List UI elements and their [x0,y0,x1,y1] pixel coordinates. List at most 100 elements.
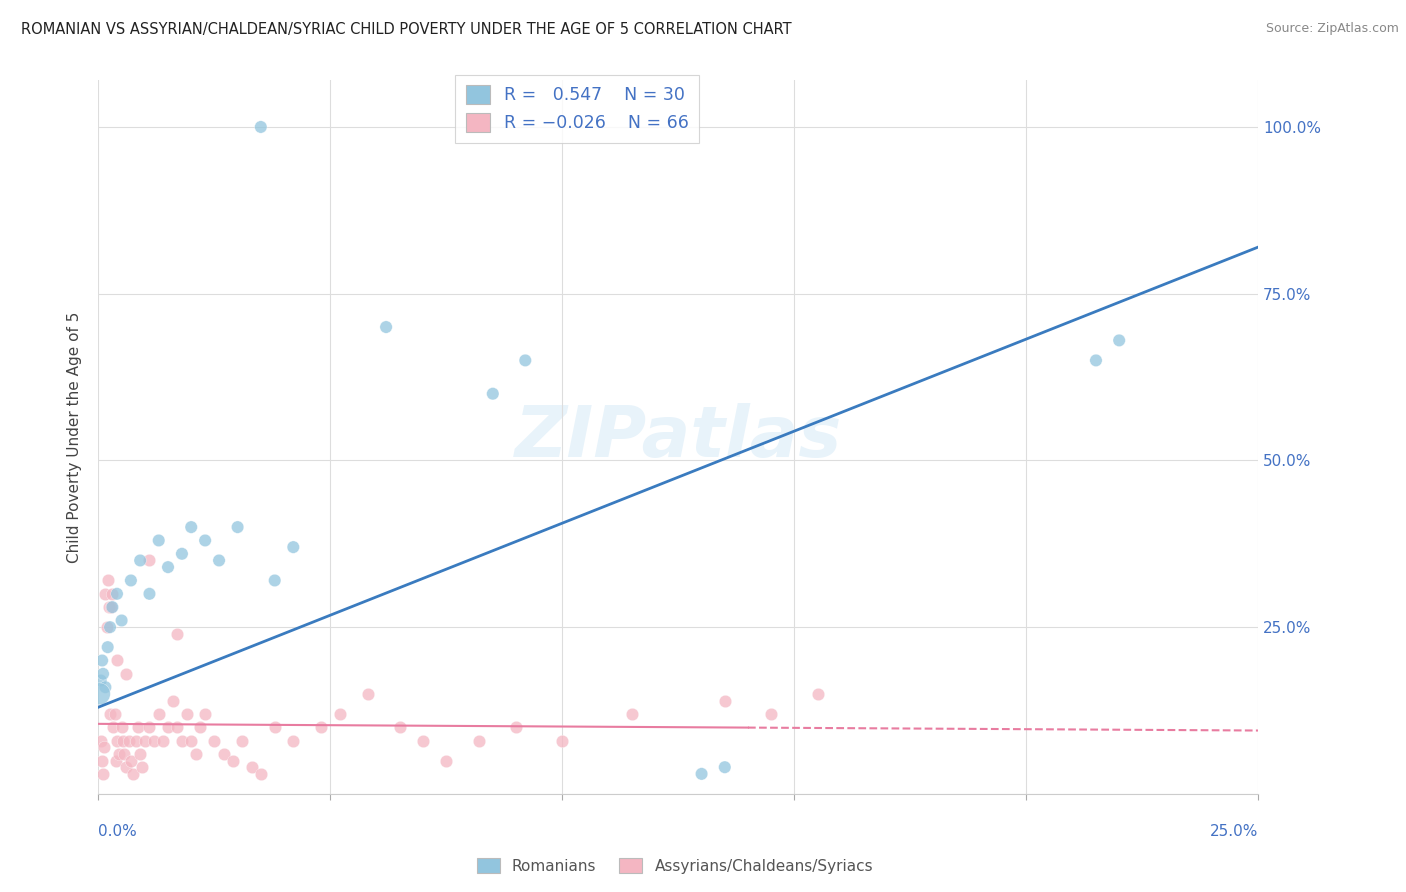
Point [505,720,527,734]
Point [714,760,737,774]
Point [98,706,121,721]
Point [356,687,378,701]
Text: ROMANIAN VS ASSYRIAN/CHALDEAN/SYRIAC CHILD POVERTY UNDER THE AGE OF 5 CORRELATIO: ROMANIAN VS ASSYRIAN/CHALDEAN/SYRIAC CHI… [21,22,792,37]
Point [90,673,112,688]
Point [131,760,153,774]
Point [129,553,152,567]
Point [103,720,125,734]
Point [180,520,202,534]
Point [162,693,184,707]
Point [1108,334,1130,348]
Point [117,733,139,747]
Point [91,754,114,768]
Point [124,733,146,747]
Point [105,754,128,768]
Point [283,733,305,747]
Point [101,600,124,615]
Text: 0.0%: 0.0% [98,824,138,839]
Point [122,767,145,781]
Point [115,666,138,681]
Point [807,687,830,701]
Point [105,587,128,601]
Point [91,767,114,781]
Point [180,733,202,747]
Point [309,720,332,734]
Y-axis label: Child Poverty Under the Age of 5: Child Poverty Under the Age of 5 [67,311,83,563]
Point [143,733,166,747]
Legend: R =   0.547    N = 30, R = −0.026    N = 66: R = 0.547 N = 30, R = −0.026 N = 66 [456,75,699,143]
Point [481,386,505,401]
Point [148,533,170,548]
Point [204,733,226,747]
Point [111,733,134,747]
Point [105,653,128,667]
Point [250,767,273,781]
Point [166,627,188,641]
Text: ZIPatlas: ZIPatlas [515,402,842,472]
Point [263,574,285,588]
Point [94,680,117,694]
Point [240,760,263,774]
Point [91,653,114,667]
Point [170,733,193,747]
Point [127,720,149,734]
Point [105,733,128,747]
Point [89,687,111,701]
Point [98,620,121,634]
Point [120,574,142,588]
Point [115,760,138,774]
Point [93,740,115,755]
Point [551,733,574,747]
Point [94,587,117,601]
Point [129,747,152,761]
Point [283,540,305,554]
Point [157,720,180,734]
Point [212,747,235,761]
Point [176,706,198,721]
Legend: Romanians, Assyrians/Chaldeans/Syriacs: Romanians, Assyrians/Chaldeans/Syriacs [471,852,879,880]
Point [194,533,217,548]
Point [515,353,537,368]
Point [120,754,142,768]
Point [208,553,231,567]
Point [222,754,245,768]
Point [231,733,253,747]
Point [157,560,180,574]
Point [184,747,207,761]
Point [190,720,212,734]
Point [468,733,491,747]
Point [621,706,644,721]
Point [263,720,285,734]
Point [226,520,249,534]
Point [97,640,120,655]
Point [91,666,114,681]
Point [90,733,112,747]
Text: 25.0%: 25.0% [1211,824,1258,839]
Point [761,706,783,721]
Point [148,706,170,721]
Point [134,733,156,747]
Point [690,767,713,781]
Point [97,574,120,588]
Point [714,693,737,707]
Point [111,614,132,628]
Point [112,747,135,761]
Point [1085,353,1108,368]
Point [388,720,412,734]
Point [104,706,127,721]
Point [250,120,273,134]
Point [96,620,118,634]
Point [101,587,124,601]
Point [436,754,458,768]
Point [108,747,131,761]
Text: Source: ZipAtlas.com: Source: ZipAtlas.com [1265,22,1399,36]
Point [166,720,188,734]
Point [97,600,120,615]
Point [152,733,174,747]
Point [194,706,217,721]
Point [138,553,160,567]
Point [111,720,132,734]
Point [100,600,122,615]
Point [329,706,352,721]
Point [170,547,193,561]
